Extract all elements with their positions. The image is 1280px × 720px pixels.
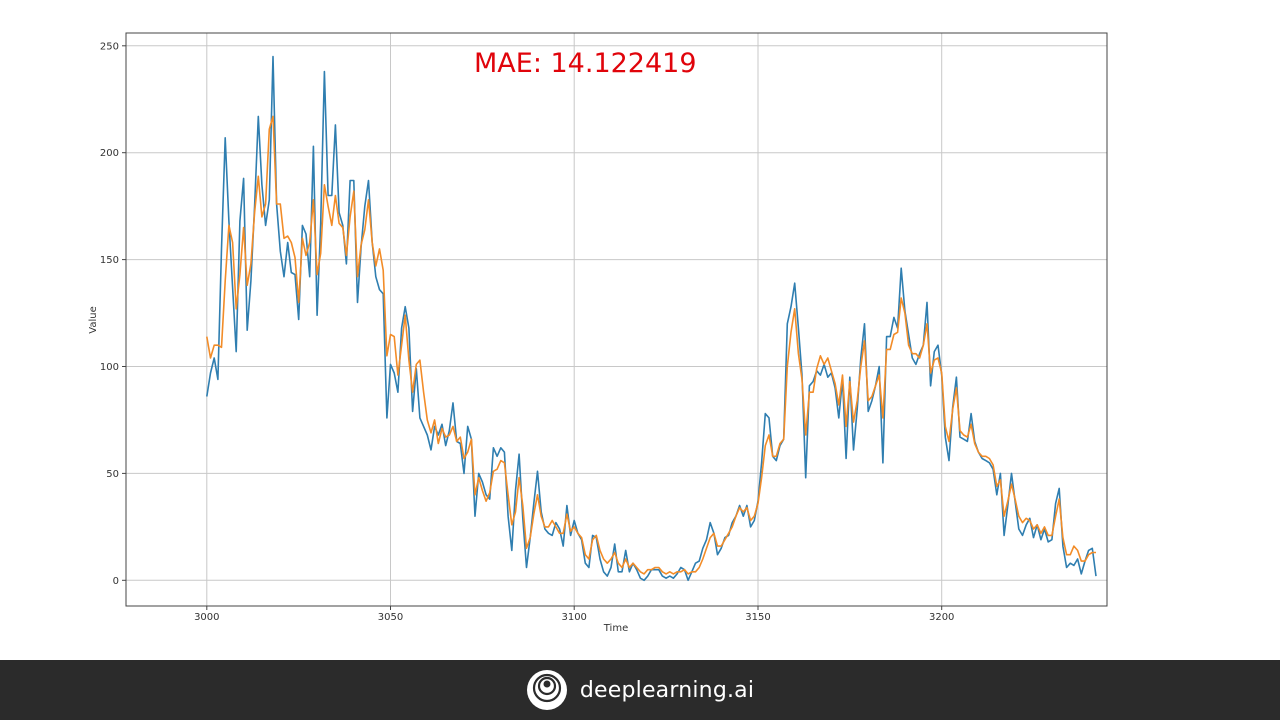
x-tick-label: 3100 (561, 612, 586, 623)
chart-svg: 3000 3050 3100 3150 3200 0 50 100 150 200 250 Time… (88, 32, 1108, 634)
y-tick-label: 50 (106, 469, 119, 480)
x-tick-label: 3200 (929, 612, 954, 623)
x-tick-label: 3000 (194, 612, 219, 623)
series-line-2 (206, 115, 1096, 575)
y-axis-label: Value (88, 306, 99, 333)
y-tick-label: 200 (100, 148, 119, 159)
deeplearning-ai-logo-icon (526, 670, 567, 710)
y-tick-label: 250 (100, 41, 119, 52)
brand-name: deeplearning.ai (579, 677, 755, 703)
plot-frame (125, 32, 1108, 607)
series-line-1 (206, 55, 1097, 582)
chart: 3000 3050 3100 3150 3200 0 50 100 150 200 250 Time… (88, 32, 1108, 634)
x-tick-label: 3150 (745, 612, 770, 623)
y-tick-label: 0 (113, 576, 119, 587)
y-tick-label: 150 (100, 255, 119, 266)
x-axis-label: Time (603, 623, 628, 634)
mae-annotation: MAE: 14.122419 (474, 48, 697, 79)
y-tick-label: 100 (100, 362, 119, 373)
tick-labels: 3000 3050 3100 3150 3200 0 50 100 150 200 250 (100, 41, 955, 623)
series-layer (206, 55, 1097, 582)
x-tick-label: 3050 (378, 612, 403, 623)
grid (126, 33, 1107, 606)
footer-bar: deeplearning.ai (0, 660, 1280, 720)
